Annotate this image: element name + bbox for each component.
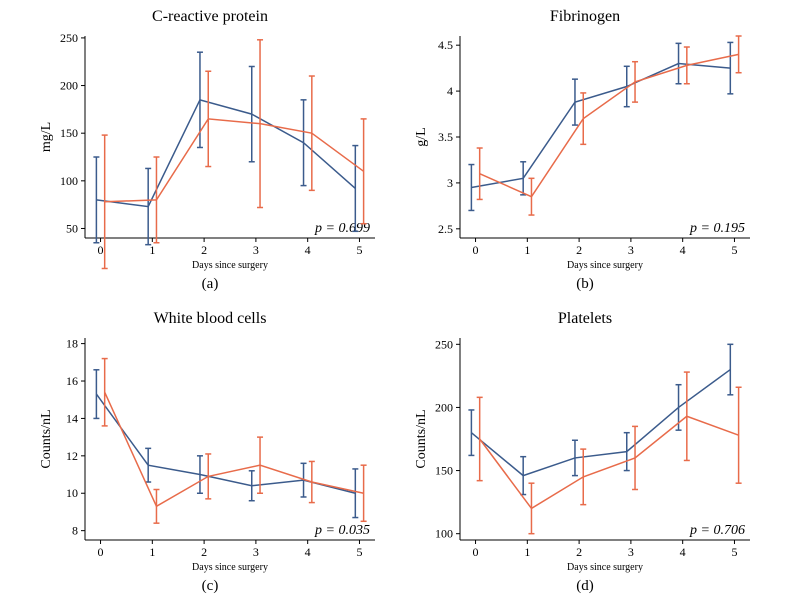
p-value-label: p = 0.706 [689,523,745,538]
x-tick-label: 5 [356,545,362,559]
series-line [105,119,364,202]
y-tick-label: 250 [60,31,78,45]
y-axis-label: mg/L [39,122,54,152]
y-axis-label: g/L [414,127,429,146]
y-axis-label: Counts/nL [39,409,54,468]
y-tick-label: 3.5 [438,130,453,144]
series-line [471,370,730,476]
x-tick-label: 1 [149,545,155,559]
x-tick-label: 2 [201,545,207,559]
y-tick-label: 50 [66,221,78,235]
y-tick-label: 250 [435,337,453,351]
x-tick-label: 2 [201,243,207,257]
error-bar [477,148,483,199]
x-tick-label: 5 [731,545,737,559]
x-tick-label: 2 [576,243,582,257]
x-tick-label: 4 [305,545,311,559]
panel-sublabel: (a) [30,276,390,293]
error-bar [528,483,534,534]
x-tick-label: 3 [628,545,634,559]
panel-sublabel: (d) [405,578,765,595]
x-axis-label: Days since surgery [192,562,268,573]
series-line [480,54,739,196]
panel-c: White blood cells81012141618012345Days s… [30,310,390,590]
x-tick-label: 5 [731,243,737,257]
y-tick-label: 12 [66,449,78,463]
error-bar [352,146,358,232]
error-bar [727,344,733,395]
x-tick-label: 3 [253,545,259,559]
x-tick-label: 3 [253,243,259,257]
error-bar [468,410,474,455]
x-tick-label: 3 [628,243,634,257]
x-tick-label: 4 [680,243,686,257]
y-tick-label: 100 [60,174,78,188]
x-tick-label: 5 [356,243,362,257]
chart-svg: 100 150 200 250 0 1 2 3 4 5 Days since surgery Coun… [405,310,765,590]
chart-svg: 2.5 3 3.5 4 4.5 0 1 2 3 4 5 Days since surgery g/L p … [405,8,765,288]
error-bar [477,397,483,480]
y-tick-label: 4 [447,84,453,98]
y-tick-label: 4.5 [438,38,453,52]
biomarker-figure: C-reactive protein50100150200250012345Da… [0,0,792,614]
p-value-label: p = 0.195 [689,221,745,236]
x-tick-label: 1 [524,545,530,559]
y-tick-label: 3 [447,176,453,190]
x-tick-label: 4 [680,545,686,559]
y-tick-label: 10 [66,486,78,500]
series-line [105,392,364,506]
panel-d: Platelets100150200250012345Days since su… [405,310,765,590]
y-tick-label: 16 [66,374,78,388]
y-tick-label: 150 [60,126,78,140]
y-axis-label: Counts/nL [414,409,429,468]
error-bar [102,359,108,426]
x-tick-label: 0 [473,243,479,257]
x-axis-label: Days since surgery [567,562,643,573]
x-axis-label: Days since surgery [192,260,268,271]
x-tick-label: 1 [524,243,530,257]
error-bar [361,119,367,224]
series-line [96,100,355,207]
panel-sublabel: (c) [30,578,390,595]
panel-sublabel: (b) [405,276,765,293]
y-tick-label: 200 [60,79,78,93]
y-tick-label: 150 [435,464,453,478]
error-bar [153,490,159,524]
p-value-label: p = 0.035 [314,523,370,538]
series-line [480,416,739,508]
panel-b: Fibrinogen2.533.544.5012345Days since su… [405,8,765,288]
x-tick-label: 0 [473,545,479,559]
series-line [96,394,355,493]
y-tick-label: 14 [66,411,78,425]
x-tick-label: 0 [98,545,104,559]
panel-a: C-reactive protein50100150200250012345Da… [30,8,390,288]
chart-svg: 50100150200250012345Days since surgerymg… [30,8,390,288]
x-axis-label: Days since surgery [567,260,643,271]
error-bar [93,370,99,419]
x-tick-label: 4 [305,243,311,257]
y-tick-label: 100 [435,527,453,541]
y-tick-label: 8 [72,524,78,538]
x-tick-label: 0 [98,243,104,257]
series-line [471,64,730,188]
y-tick-label: 18 [66,337,78,351]
y-tick-label: 2.5 [438,222,453,236]
x-tick-label: 2 [576,545,582,559]
error-bar [528,178,534,215]
y-tick-label: 200 [435,400,453,414]
chart-svg: 81012141618012345Days since surgeryCount… [30,310,390,590]
error-bar [301,100,307,186]
